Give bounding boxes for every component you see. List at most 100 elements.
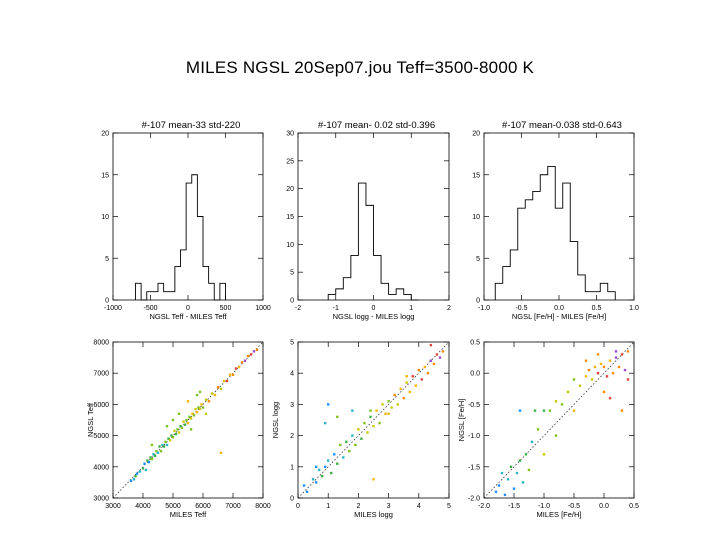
y-tick-label: 4000 bbox=[93, 464, 109, 471]
y-tick-label: 0 bbox=[290, 496, 294, 503]
scatter-point bbox=[560, 403, 564, 406]
x-tick-label: 0 bbox=[372, 305, 376, 312]
scatter-point bbox=[219, 451, 223, 454]
scatter-point bbox=[135, 472, 139, 475]
x-tick-label: -1 bbox=[333, 305, 339, 312]
scatter-point bbox=[602, 390, 606, 394]
x-tick-label: -1.0 bbox=[478, 305, 490, 312]
y-tick-label: 0.5 bbox=[470, 340, 480, 347]
scatter-point bbox=[429, 359, 433, 362]
y-tick-label: 8000 bbox=[93, 340, 109, 347]
scatter-point bbox=[584, 375, 588, 378]
scatter-point bbox=[305, 490, 309, 493]
y-tick-label: 15 bbox=[286, 214, 294, 221]
y-axis-label: NGSL logg bbox=[271, 402, 280, 438]
scatter-point bbox=[384, 412, 387, 415]
scatter-point bbox=[156, 451, 160, 454]
scatter-point bbox=[542, 453, 546, 456]
histogram-bin bbox=[600, 283, 608, 300]
scatter-point bbox=[180, 426, 184, 429]
y-tick-label: -0.5 bbox=[468, 402, 480, 409]
scatter-point bbox=[497, 484, 501, 487]
y-tick-label: 5 bbox=[290, 340, 294, 347]
histogram-outline bbox=[327, 182, 419, 301]
figure-title: MILES NGSL 20Sep07.jou Teff=3500-8000 K bbox=[185, 58, 535, 77]
y-tick-label: -1.5 bbox=[468, 464, 480, 471]
scatter-point bbox=[155, 450, 158, 453]
histogram-bin bbox=[220, 283, 226, 300]
scatter-point bbox=[219, 387, 223, 390]
scatter-point bbox=[402, 396, 405, 400]
panel-title: #-107 mean- 0.02 std-0.396 bbox=[318, 120, 435, 131]
scatter-point bbox=[503, 493, 507, 497]
scatter-point bbox=[584, 359, 588, 362]
x-tick-label: 1 bbox=[326, 503, 330, 510]
histogram-bin bbox=[192, 175, 198, 300]
x-tick-label: 4 bbox=[417, 503, 421, 510]
scatter-point bbox=[521, 481, 525, 484]
scatter-point bbox=[602, 365, 606, 369]
scatter-point bbox=[302, 484, 306, 487]
scatter-point bbox=[237, 365, 241, 369]
scatter-point bbox=[608, 359, 612, 362]
scatter-point bbox=[186, 421, 190, 425]
scatter-point bbox=[243, 359, 247, 362]
scatter-point bbox=[195, 411, 199, 414]
scatter-point bbox=[590, 378, 594, 381]
scatter-point bbox=[611, 372, 615, 375]
scatter-point bbox=[387, 400, 390, 403]
scatter-point bbox=[512, 487, 516, 490]
scatter-point bbox=[204, 398, 208, 401]
histogram-bin bbox=[608, 292, 616, 300]
scatter-point bbox=[554, 400, 558, 403]
histogram-bin bbox=[358, 183, 366, 300]
y-axis-label: NGSL [Fe/H] bbox=[457, 399, 466, 442]
histogram-bin bbox=[366, 205, 374, 300]
y-axis-label: NGSL Teff bbox=[86, 402, 95, 437]
x-tick-label: -1.0 bbox=[538, 503, 550, 510]
histogram-bin bbox=[495, 283, 503, 300]
x-tick-label: 0.0 bbox=[599, 503, 609, 510]
plot-frame bbox=[483, 341, 635, 499]
scatter-point bbox=[249, 353, 253, 356]
histogram-bin bbox=[548, 166, 556, 300]
y-tick-label: 20 bbox=[286, 186, 294, 193]
scatter-point bbox=[527, 468, 531, 472]
scatter-point bbox=[617, 365, 621, 369]
x-tick-label: -500 bbox=[143, 305, 157, 312]
scatter-point bbox=[372, 425, 375, 428]
plot-frame bbox=[297, 341, 450, 499]
x-axis-label: NGSL Teff - MILES Teff bbox=[149, 312, 227, 321]
scatter-point bbox=[150, 443, 154, 447]
scatter-point bbox=[185, 418, 188, 422]
scatter-point bbox=[614, 356, 618, 359]
x-tick-label: 0 bbox=[186, 305, 190, 312]
x-tick-label: 3000 bbox=[105, 503, 121, 510]
x-axis-label: NGSL [Fe/H] - MILES [Fe/H] bbox=[512, 312, 606, 321]
scatter-logg: 0 1 2 3 4 5 0 1 2 3 4 5 MILES logg NGSL logg bbox=[271, 340, 451, 520]
x-axis-label: NGSL logg - MILES logg bbox=[333, 312, 415, 321]
x-tick-label: 0 bbox=[296, 503, 300, 510]
scatter-point bbox=[408, 390, 411, 394]
x-tick-label: 2 bbox=[447, 305, 451, 312]
scatter-point bbox=[578, 384, 582, 387]
scatter-point bbox=[515, 471, 519, 475]
scatter-point bbox=[231, 373, 235, 376]
scatter-point bbox=[161, 443, 164, 447]
histogram-bin bbox=[540, 175, 548, 300]
x-tick-label: 1.0 bbox=[629, 305, 639, 312]
y-tick-label: 2 bbox=[290, 433, 294, 440]
scatter-point bbox=[387, 412, 390, 415]
scatter-point bbox=[201, 406, 205, 409]
scatter-point bbox=[320, 474, 324, 478]
histogram-bin bbox=[381, 283, 389, 300]
scatter-point bbox=[366, 431, 369, 434]
scatter-point bbox=[314, 465, 318, 468]
scatter-point bbox=[147, 460, 151, 464]
histogram-outline bbox=[135, 174, 226, 301]
scatter-point bbox=[566, 390, 570, 394]
scatter-point bbox=[225, 379, 229, 383]
x-tick-label: 7000 bbox=[225, 503, 241, 510]
scatter-point bbox=[188, 415, 191, 419]
x-axis-label: MILES Teff bbox=[170, 510, 207, 519]
